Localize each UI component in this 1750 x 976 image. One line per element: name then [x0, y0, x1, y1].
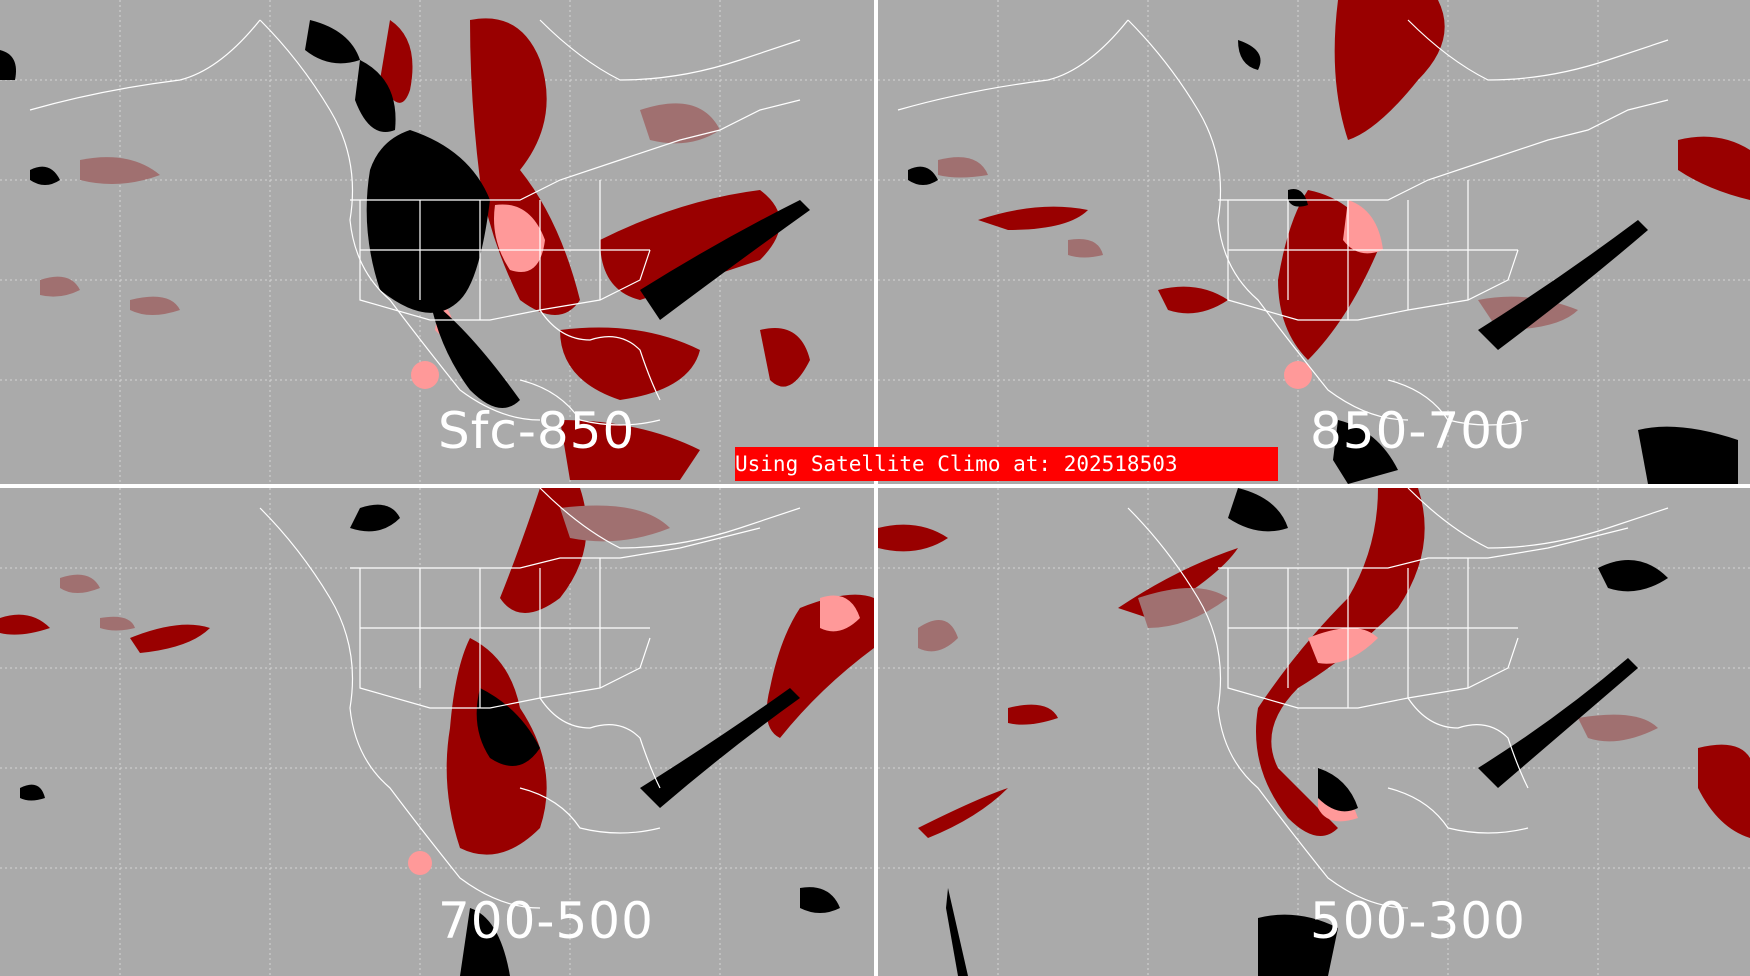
moisture-dark-red [978, 0, 1750, 360]
grid-lines [0, 0, 874, 484]
panel-sfc-850: Sfc-850 [0, 0, 874, 484]
moisture-black [908, 40, 1738, 484]
layer-label: 500-300 [1310, 892, 1526, 950]
layer-label: Sfc-850 [438, 402, 636, 460]
moisture-dark-red [380, 18, 810, 480]
map-outlines [897, 19, 1669, 426]
moisture-black [20, 504, 840, 976]
moisture-dark-red [0, 488, 874, 855]
panel-700-500: 700-500 [0, 488, 874, 976]
moisture-pink [1284, 200, 1383, 389]
moisture-gray-rose [60, 505, 670, 631]
moisture-black [946, 488, 1668, 976]
map-700-500 [0, 488, 874, 976]
moisture-black [0, 20, 810, 408]
map-500-300 [878, 488, 1750, 976]
layer-label: 850-700 [1310, 402, 1526, 460]
map-outlines [29, 19, 801, 426]
moisture-gray-rose [40, 103, 720, 315]
moisture-gray-rose [918, 588, 1658, 742]
map-sfc-850 [0, 0, 874, 484]
panel-500-300: 500-300 [878, 488, 1750, 976]
moisture-gray-rose [938, 157, 1578, 330]
moisture-pink [408, 595, 860, 875]
map-850-700 [878, 0, 1750, 484]
layer-label: 700-500 [438, 892, 654, 950]
grid-lines [878, 0, 1750, 484]
moisture-dark-red [878, 488, 1750, 838]
satellite-climo-banner: Using Satellite Climo at: 202518503 [735, 447, 1278, 481]
map-outlines [1127, 488, 1669, 909]
banner-text: Using Satellite Climo at: 202518503 [735, 452, 1178, 476]
map-outlines [259, 488, 801, 909]
panel-850-700: 850-700 [878, 0, 1750, 484]
